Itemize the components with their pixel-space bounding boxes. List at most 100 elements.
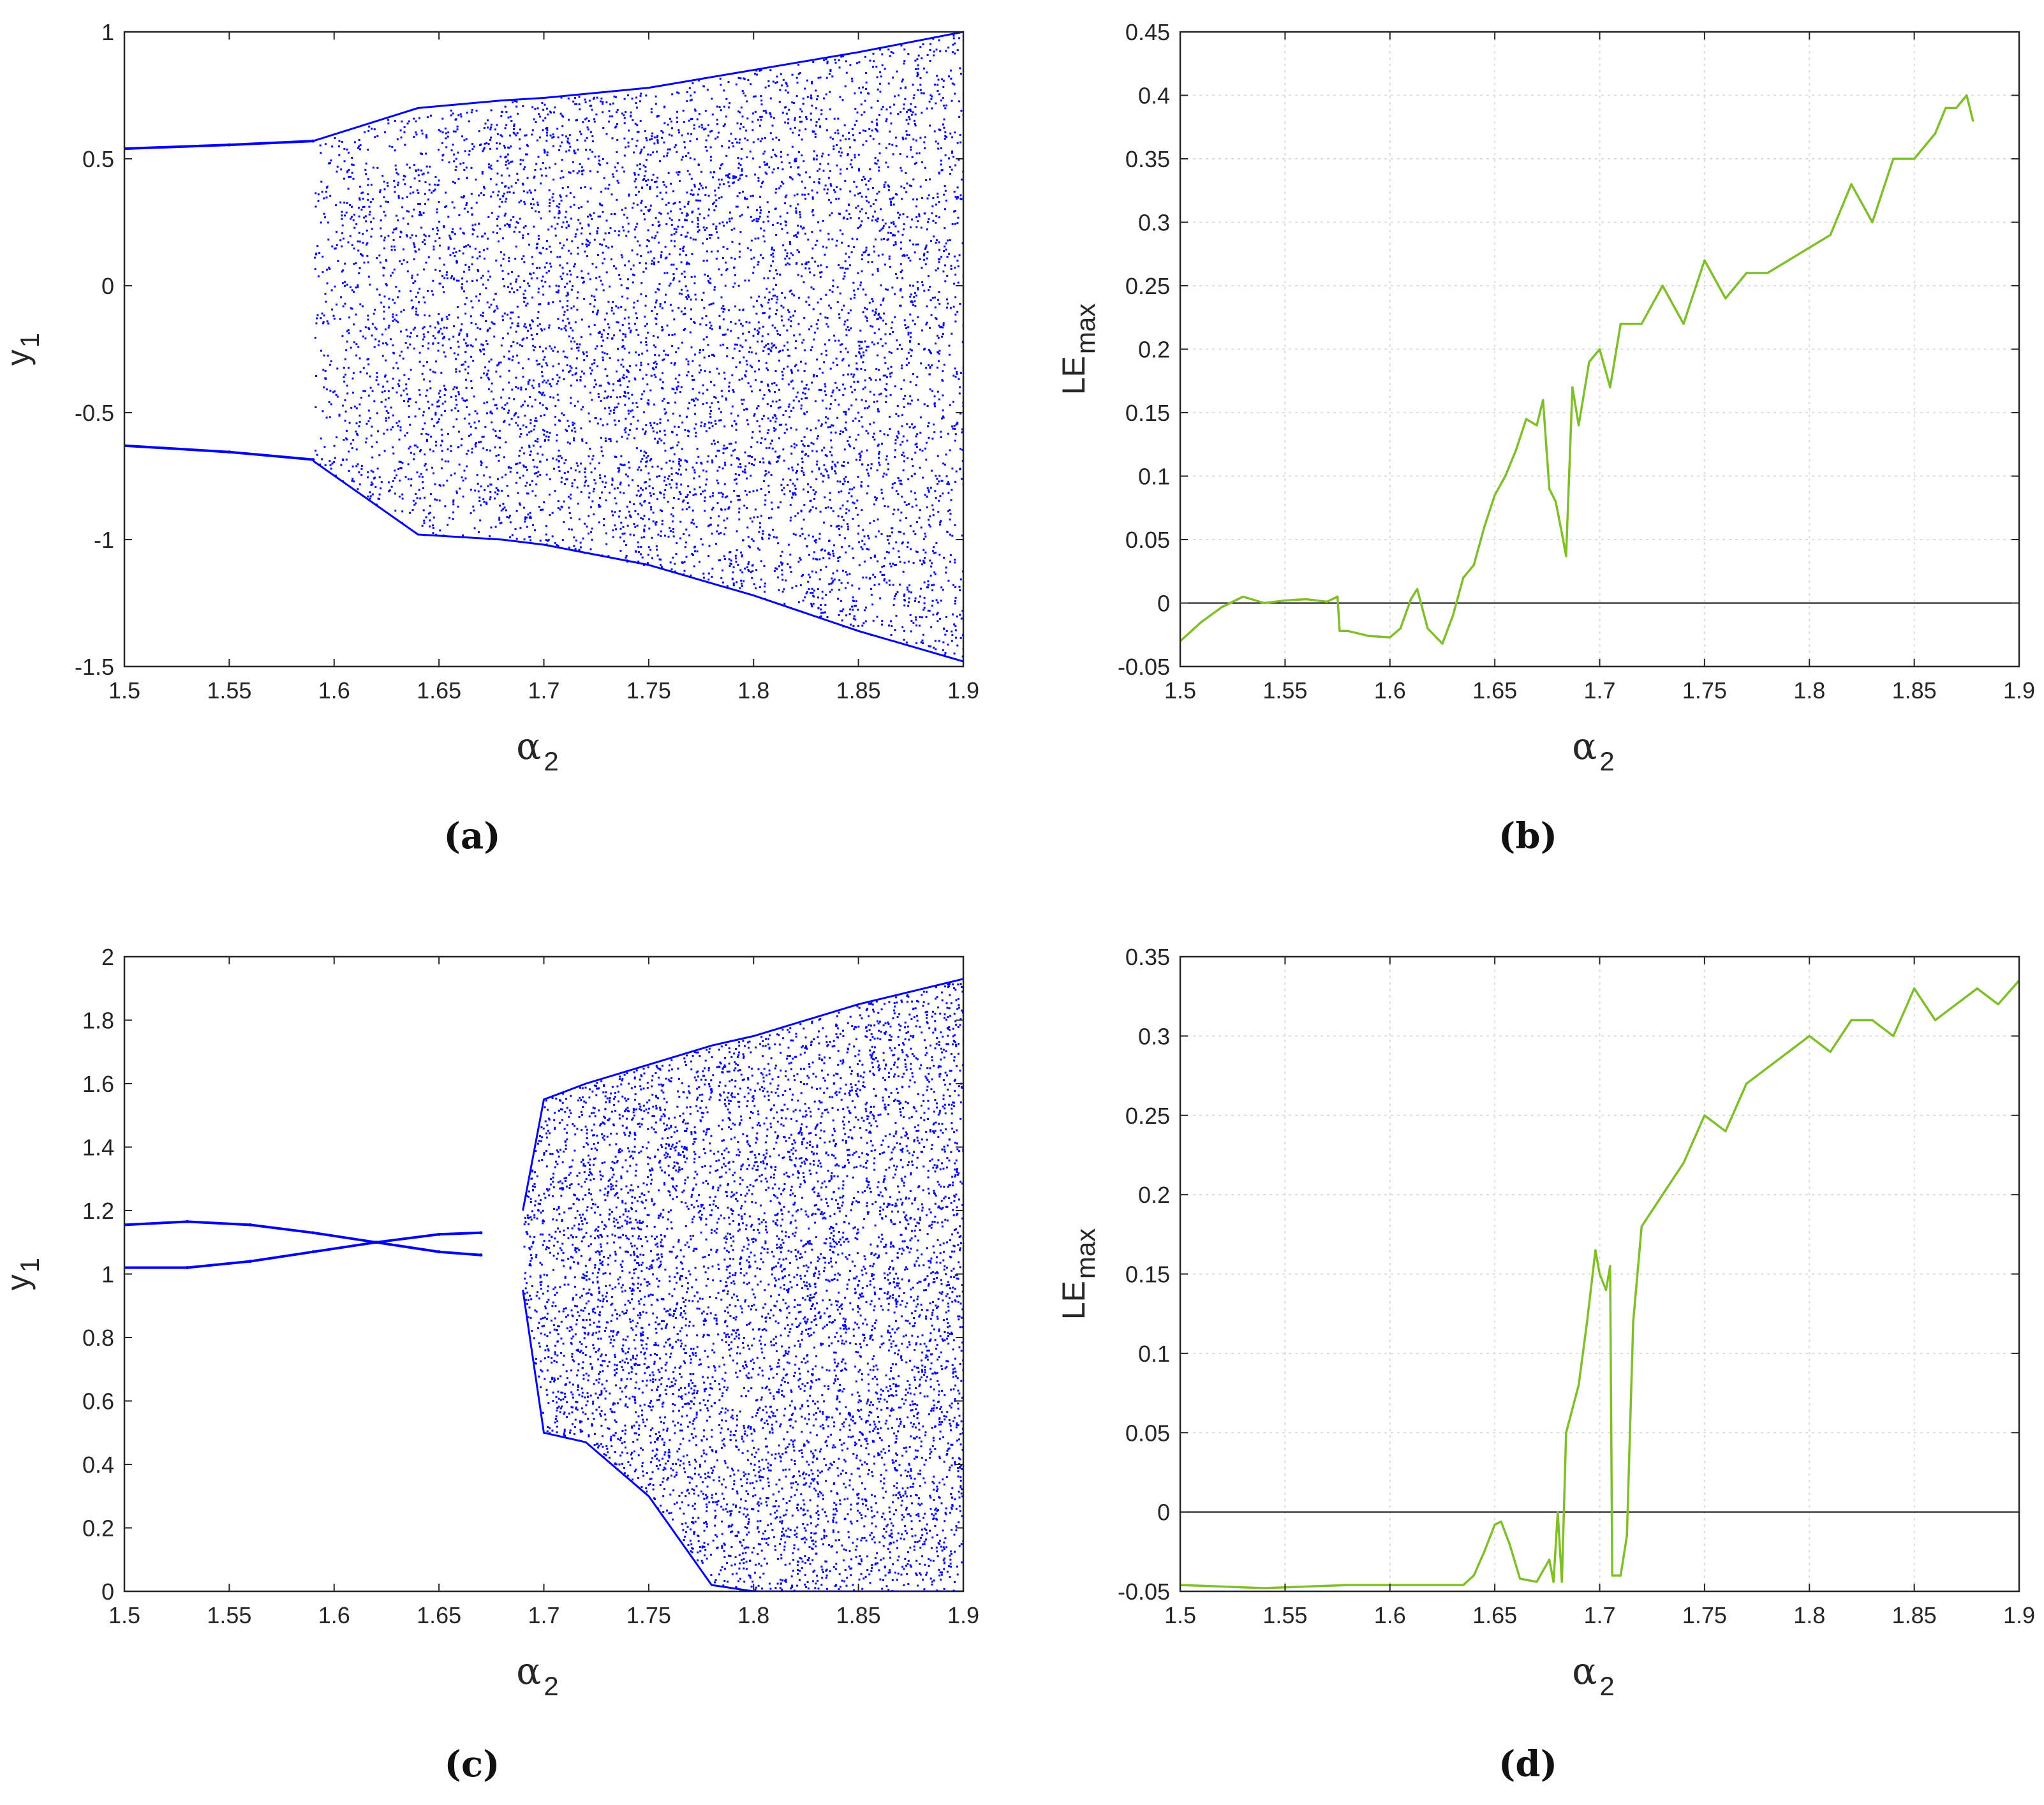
- scatter-point: [678, 460, 680, 463]
- scatter-point: [638, 551, 640, 553]
- scatter-point: [499, 198, 501, 200]
- scatter-point: [552, 179, 555, 180]
- scatter-point: [829, 91, 831, 93]
- scatter-point: [357, 286, 359, 288]
- scatter-point: [615, 502, 618, 505]
- scatter-point: [816, 191, 818, 194]
- scatter-point: [572, 100, 575, 103]
- scatter-point: [939, 617, 941, 620]
- scatter-point: [681, 134, 683, 136]
- scatter-point: [458, 332, 461, 335]
- scatter-point: [618, 515, 621, 518]
- scatter-point: [423, 378, 425, 381]
- scatter-point: [403, 374, 406, 376]
- scatter-point: [500, 509, 503, 512]
- scatter-point: [411, 234, 413, 237]
- scatter-point: [843, 480, 846, 483]
- scatter-point: [795, 210, 797, 212]
- scatter-point: [760, 95, 762, 98]
- scatter-point: [391, 272, 394, 274]
- scatter-point: [641, 556, 644, 559]
- scatter-point: [454, 130, 457, 133]
- scatter-point: [890, 204, 892, 206]
- scatter-point: [838, 316, 841, 319]
- scatter-point: [436, 405, 439, 408]
- scatter-point: [819, 615, 822, 618]
- scatter-point: [744, 196, 746, 199]
- scatter-point: [678, 92, 680, 94]
- scatter-point: [716, 250, 719, 253]
- scatter-point: [704, 489, 706, 492]
- scatter-point: [535, 210, 537, 212]
- scatter-point: [757, 119, 759, 121]
- scatter-point: [345, 349, 348, 351]
- scatter-point: [613, 212, 616, 215]
- scatter-point: [759, 206, 762, 209]
- scatter-point: [547, 302, 550, 304]
- scatter-point: [588, 325, 590, 328]
- scatter-point: [719, 167, 721, 170]
- scatter-point: [911, 423, 914, 425]
- scatter-point: [519, 450, 521, 452]
- scatter-point: [637, 173, 640, 176]
- scatter-point: [607, 333, 609, 335]
- scatter-point: [918, 152, 921, 154]
- scatter-point: [420, 226, 423, 229]
- scatter-point: [549, 396, 552, 399]
- scatter-point: [570, 288, 573, 291]
- scatter-point: [425, 394, 427, 397]
- scatter-point: [556, 205, 558, 207]
- scatter-point: [803, 193, 806, 196]
- scatter-point: [595, 266, 598, 269]
- scatter-point: [716, 450, 719, 452]
- scatter-point: [458, 463, 461, 466]
- scatter-point: [515, 482, 517, 484]
- scatter-point: [692, 398, 695, 401]
- scatter-point: [759, 124, 761, 127]
- scatter-point: [903, 319, 906, 321]
- scatter-point: [582, 121, 584, 123]
- scatter-point: [702, 469, 705, 472]
- scatter-point: [760, 99, 763, 102]
- scatter-point: [449, 346, 452, 349]
- scatter-point: [741, 554, 743, 557]
- scatter-point: [952, 584, 954, 586]
- scatter-point: [857, 608, 859, 611]
- scatter-point: [892, 221, 895, 223]
- scatter-point: [744, 198, 746, 200]
- scatter-point: [775, 401, 778, 403]
- scatter-point: [484, 142, 486, 145]
- scatter-point: [453, 206, 455, 209]
- scatter-point: [852, 624, 855, 627]
- scatter-point: [738, 242, 741, 245]
- scatter-point: [643, 530, 646, 533]
- scatter-point: [794, 195, 796, 196]
- scatter-point: [737, 157, 739, 159]
- scatter-point: [496, 305, 498, 307]
- scatter-point: [447, 216, 450, 218]
- scatter-point: [521, 182, 524, 185]
- scatter-point: [748, 351, 750, 353]
- scatter-point: [524, 166, 526, 168]
- scatter-point: [587, 485, 589, 487]
- scatter-point: [698, 79, 700, 82]
- scatter-point: [420, 153, 423, 156]
- scatter-point: [787, 468, 790, 470]
- scatter-point: [627, 371, 630, 373]
- scatter-point: [652, 430, 655, 432]
- scatter-point: [344, 358, 346, 360]
- scatter-point: [533, 428, 535, 431]
- scatter-point: [722, 452, 725, 455]
- scatter-point: [958, 254, 961, 256]
- scatter-point: [954, 131, 956, 134]
- scatter-point: [881, 573, 884, 576]
- scatter-point: [639, 503, 642, 505]
- scatter-point: [938, 241, 940, 244]
- scatter-point: [646, 239, 649, 241]
- scatter-point: [699, 323, 702, 326]
- scatter-point: [669, 561, 672, 564]
- scatter-point: [747, 79, 750, 82]
- scatter-point: [524, 203, 526, 205]
- scatter-point: [406, 210, 408, 212]
- scatter-point: [542, 381, 544, 383]
